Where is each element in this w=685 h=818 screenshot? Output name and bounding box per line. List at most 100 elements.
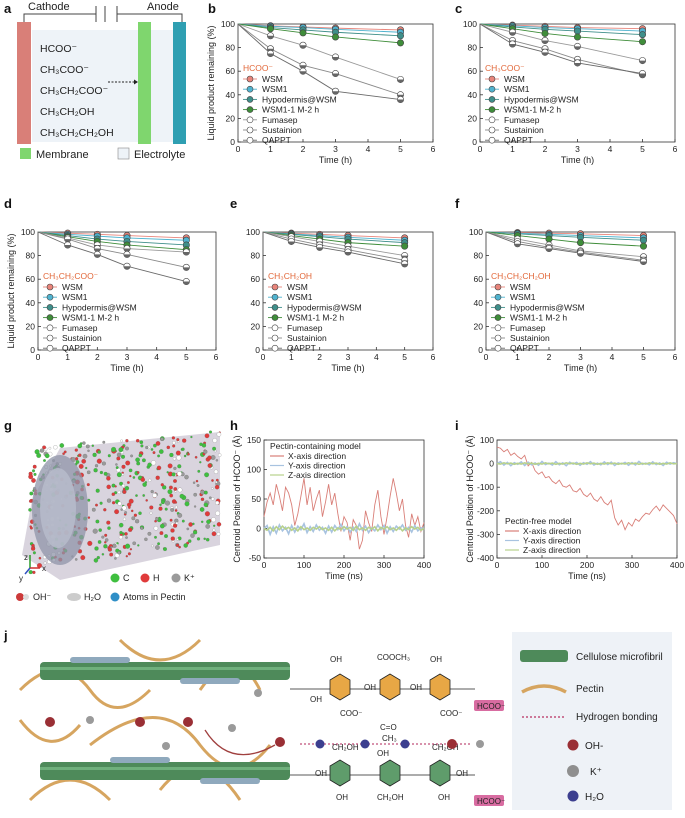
cellulose-microfibril: [40, 762, 290, 780]
md-atom: [116, 472, 122, 478]
chem-group: OH: [336, 793, 348, 802]
md-atom: [124, 486, 130, 491]
legend-label: Fumasep: [510, 323, 546, 333]
md-atom: [217, 453, 222, 457]
x-tick-label: 5: [640, 144, 645, 154]
md-atom: [199, 507, 205, 512]
md-atom: [188, 522, 193, 527]
md-atom: [87, 498, 91, 502]
md-atom: [196, 537, 201, 541]
y-tick-label: 0: [489, 459, 494, 469]
y-tick-label: -300: [477, 529, 494, 539]
md-atom: [132, 476, 136, 479]
md-atom: [163, 547, 167, 551]
md-atom: [53, 445, 58, 450]
md-atom: [62, 452, 65, 456]
data-point: [573, 27, 581, 35]
cellulose-ring: [429, 759, 451, 787]
chem-group: CH₃: [382, 734, 397, 743]
hcoo-label-box: [474, 700, 504, 711]
legend-potassium-swatch: [171, 573, 181, 583]
md-atom: [95, 503, 98, 507]
md-atom: [139, 440, 144, 445]
md-atom: [104, 533, 108, 537]
x-tick-label: 3: [578, 352, 583, 362]
data-point: [639, 242, 647, 250]
md-atom: [128, 506, 131, 509]
data-point-half-fill: [574, 62, 581, 67]
product-acetate: CH₃COO⁻: [40, 64, 89, 76]
md-atom: [86, 483, 90, 487]
md-atom: [36, 453, 42, 458]
md-atom: [119, 530, 123, 535]
md-atom: [75, 460, 80, 464]
md-atom: [176, 471, 182, 477]
md-atom: [101, 553, 105, 556]
cellulose-microfibril-stripe: [40, 767, 290, 770]
legend-water-label: H₂O: [585, 792, 604, 803]
legend-hydroxide-swatch: [567, 739, 579, 751]
md-atom: [211, 487, 214, 490]
x-tick-label: 0: [262, 560, 267, 570]
x-tick-label: 6: [431, 352, 436, 362]
potassium-ion: [86, 716, 94, 724]
legend-electrolyte-label: Electrolyte: [134, 149, 185, 161]
potassium-ion: [254, 689, 262, 697]
legend-pectin-atoms-swatch: [110, 592, 120, 602]
legend-marker: [488, 116, 496, 124]
md-atom: [169, 493, 174, 498]
md-atom: [93, 468, 98, 473]
md-atom: [184, 474, 189, 480]
data-point-half-fill: [316, 247, 323, 251]
legend-carbon-label: C: [123, 573, 130, 583]
legend-title: CH₃COO⁻: [485, 63, 525, 73]
x-tick-label: 3: [575, 144, 580, 154]
md-atom: [166, 471, 169, 474]
data-point-half-fill: [574, 46, 581, 50]
md-atom: [177, 487, 183, 493]
legend-marker: [488, 126, 496, 134]
y-tick-label: 80: [474, 251, 484, 261]
data-point-half-fill: [509, 32, 516, 36]
legend-marker: [46, 334, 54, 342]
md-atom: [148, 478, 152, 482]
legend-hydroxide-label: OH-: [585, 741, 603, 752]
md-atom: [160, 437, 164, 442]
data-point-half-fill: [288, 241, 295, 245]
cathode-wire: [23, 13, 96, 22]
legend-marker: [46, 293, 54, 301]
md-atom: [106, 520, 111, 525]
data-point-half-fill: [514, 243, 521, 248]
md-atom: [176, 438, 180, 442]
y-tick-label: -100: [477, 482, 494, 492]
md-atom: [216, 522, 222, 527]
y-tick-label: 60: [474, 274, 484, 284]
data-point-half-fill: [299, 65, 307, 69]
legend-marker: [488, 85, 496, 93]
md-atom: [115, 463, 118, 466]
md-atom: [39, 448, 45, 453]
md-atom: [106, 476, 111, 481]
md-atom: [107, 526, 111, 530]
md-atom: [173, 479, 177, 483]
legend-water-swatch: [567, 790, 579, 802]
y-tick-label: 20: [26, 321, 36, 331]
legend-marker: [46, 283, 54, 291]
y-tick-label: 20: [474, 321, 484, 331]
md-atom: [152, 493, 158, 498]
legend-potassium-swatch: [567, 765, 579, 777]
legend-label: WSM: [262, 74, 283, 84]
chem-group: COO⁻: [340, 709, 362, 718]
md-atom: [140, 477, 145, 482]
md-atom: [121, 484, 125, 488]
pectin-ring: [429, 673, 451, 701]
cellulose-microfibril-stripe: [40, 667, 290, 670]
y-tick-label: 50: [252, 494, 262, 504]
legend-pectin-atoms-label: Atoms in Pectin: [123, 592, 186, 602]
y-tick-label: 100: [469, 227, 483, 237]
legend-label: Sustainion: [510, 333, 550, 343]
md-atom: [98, 528, 102, 532]
md-atom: [142, 494, 146, 497]
